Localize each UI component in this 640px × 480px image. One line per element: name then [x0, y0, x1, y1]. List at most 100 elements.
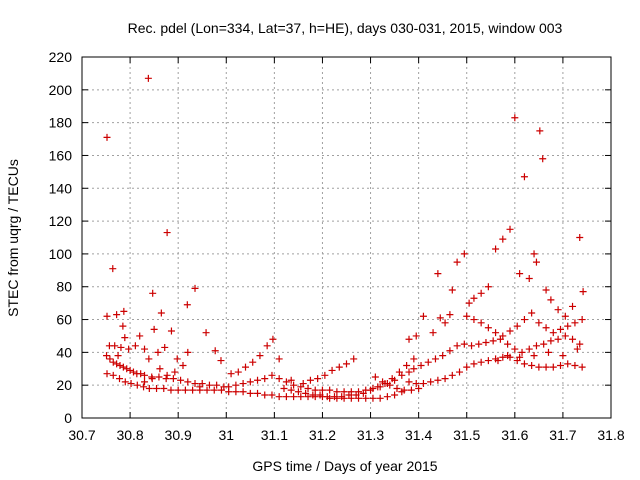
data-point — [340, 388, 348, 396]
data-point — [109, 371, 117, 379]
data-point — [547, 296, 555, 304]
data-point — [114, 352, 122, 360]
data-point — [578, 363, 586, 371]
data-point — [234, 368, 242, 376]
data-point — [559, 352, 567, 360]
data-point — [254, 376, 262, 384]
data-point — [484, 324, 492, 332]
data-point — [167, 327, 175, 335]
data-point — [465, 299, 473, 307]
data-point — [434, 270, 442, 278]
data-point — [571, 319, 579, 327]
y-tick-label: 140 — [49, 180, 73, 196]
data-point — [202, 329, 210, 337]
data-point — [549, 329, 557, 337]
data-point — [254, 389, 262, 397]
data-point — [477, 319, 485, 327]
x-tick-label: 31 — [218, 427, 234, 443]
chart-title: Rec. pdel (Lon=334, Lat=37, h=HE), days … — [128, 20, 563, 36]
data-point — [189, 386, 197, 394]
data-point — [309, 391, 317, 399]
data-point — [388, 375, 396, 383]
data-point — [302, 389, 310, 397]
data-point — [173, 355, 181, 363]
data-point — [311, 386, 319, 394]
x-tick-label: 31.5 — [453, 427, 480, 443]
data-point — [579, 288, 587, 296]
data-point — [162, 375, 170, 383]
data-point — [441, 375, 449, 383]
x-tick-label: 30.8 — [116, 427, 143, 443]
data-point — [119, 363, 127, 371]
data-point — [141, 345, 149, 353]
data-point — [525, 275, 533, 283]
data-point — [549, 363, 557, 371]
data-point — [294, 388, 302, 396]
data-point — [419, 380, 427, 388]
data-point — [117, 343, 125, 351]
data-point — [121, 334, 129, 342]
data-point — [460, 340, 468, 348]
y-tick-label: 80 — [56, 279, 72, 295]
data-point — [489, 337, 497, 345]
data-point — [113, 311, 121, 319]
data-point — [554, 335, 562, 343]
data-point — [103, 312, 111, 320]
data-point — [499, 353, 507, 361]
data-point — [205, 381, 213, 389]
data-point — [103, 133, 111, 141]
data-point — [191, 284, 199, 292]
data-point — [374, 383, 382, 391]
data-point — [542, 324, 550, 332]
data-point — [227, 370, 235, 378]
y-tick-labels: 0 20 40 60 80 100 120 140 160 180 200 220 — [49, 49, 73, 426]
data-point — [412, 380, 420, 388]
data-point — [249, 358, 257, 366]
data-point — [484, 283, 492, 291]
data-point — [482, 339, 490, 347]
data-point — [484, 357, 492, 365]
data-point — [333, 388, 341, 396]
x-tick-label: 31.2 — [309, 427, 336, 443]
y-tick-label: 200 — [49, 82, 73, 98]
data-point — [179, 361, 187, 369]
data-point — [391, 391, 399, 399]
y-axis-label: STEC from uqrg / TECUs — [5, 159, 21, 317]
data-point — [561, 312, 569, 320]
data-point — [290, 393, 298, 401]
data-point — [535, 319, 543, 327]
data-point — [576, 234, 584, 241]
data-point — [362, 394, 370, 402]
data-point — [119, 322, 127, 330]
data-point — [326, 386, 334, 394]
data-point — [405, 378, 413, 386]
data-point — [448, 286, 456, 294]
data-point — [439, 352, 447, 360]
data-point — [232, 381, 240, 389]
data-point — [410, 365, 418, 373]
data-point — [242, 363, 250, 371]
data-point — [335, 363, 343, 371]
data-point — [569, 302, 577, 310]
data-point — [540, 340, 548, 348]
data-point — [217, 357, 225, 365]
data-point — [213, 381, 221, 389]
data-point — [129, 368, 137, 376]
data-point — [395, 368, 403, 376]
data-point — [217, 386, 225, 394]
data-point — [163, 229, 171, 237]
data-point — [564, 322, 572, 330]
data-point — [542, 286, 550, 294]
data-point — [282, 393, 290, 401]
data-point — [256, 352, 264, 360]
data-point — [275, 375, 283, 383]
y-tick-label: 120 — [49, 213, 73, 229]
data-point — [127, 380, 135, 388]
gridlines — [82, 57, 611, 418]
data-point — [569, 335, 577, 343]
data-point — [431, 355, 439, 363]
data-point — [417, 361, 425, 369]
data-point — [263, 342, 271, 350]
data-point — [456, 368, 464, 376]
data-point — [211, 347, 219, 355]
